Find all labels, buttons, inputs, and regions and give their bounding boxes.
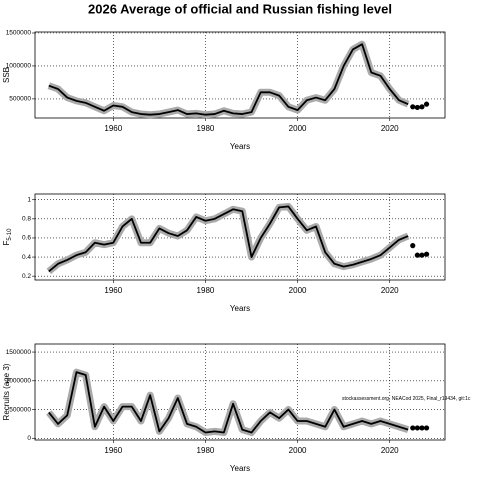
y-tick-label: 500000 — [9, 96, 31, 103]
projection-point — [414, 104, 420, 111]
figure-title: 2026 Average of official and Russian fis… — [88, 1, 392, 16]
panel: 1960 1980 2000 2020 500000 1000000 1500000 Year… — [2, 30, 446, 151]
x-tick-label: 2020 — [381, 124, 399, 133]
x-tick-label: 1960 — [104, 446, 122, 455]
projection-point — [410, 104, 416, 110]
panel: 1960 1980 2000 2020 0 500000 1000000 1500000 Yea… — [2, 343, 471, 473]
y-axis-label: Recruits (age 3) — [2, 363, 11, 420]
projection-point — [419, 425, 425, 431]
y-tick-label: 1000000 — [6, 63, 32, 70]
projection-point — [410, 425, 416, 431]
series-band — [46, 202, 410, 275]
y-axis-label-main: Recruits (age 3) — [2, 363, 11, 420]
y-axis-label-main: F — [2, 240, 11, 245]
y-axis-label-main: SSB — [2, 67, 11, 83]
series-line — [48, 43, 409, 116]
projection-point — [414, 252, 420, 258]
y-tick-label: 1000000 — [6, 378, 32, 385]
projection-point — [423, 425, 430, 431]
x-tick-label: 2020 — [381, 286, 399, 295]
projection-point — [410, 243, 416, 249]
plot-frame — [34, 193, 446, 281]
x-tick-label: 2020 — [381, 446, 399, 455]
projection-point — [423, 101, 430, 107]
y-tick-label: 1500000 — [6, 349, 32, 356]
y-tick-label: 0.6 — [22, 235, 31, 242]
y-tick-label: 0 — [27, 435, 31, 442]
y-axis-label: F5-10 — [2, 228, 12, 246]
series-line — [48, 205, 409, 273]
x-tick-label: 1980 — [197, 446, 215, 455]
y-axis-label: SSB — [2, 67, 11, 83]
projection-point — [419, 104, 425, 110]
x-axis-label: Years — [230, 304, 250, 313]
y-tick-label: 0.4 — [22, 254, 31, 261]
x-tick-label: 2000 — [289, 446, 307, 455]
series-band — [47, 40, 410, 119]
x-axis-label: Years — [230, 142, 250, 151]
projection-point — [414, 425, 420, 431]
y-axis-label-sub: 5-10 — [7, 228, 13, 241]
x-tick-label: 1960 — [104, 124, 122, 133]
x-tick-label: 2000 — [289, 286, 307, 295]
y-tick-label: 1 — [27, 196, 31, 203]
x-tick-label: 1980 — [197, 286, 215, 295]
x-tick-label: 2000 — [289, 124, 307, 133]
series-line — [48, 371, 409, 434]
projection-point — [419, 252, 425, 258]
y-tick-label: 0.8 — [22, 216, 31, 223]
plot-frame — [34, 31, 446, 119]
panel: 1960 1980 2000 2020 0.2 0.4 0.6 0.8 1 Years F5-10 — [2, 193, 446, 313]
y-tick-label: 500000 — [9, 406, 31, 413]
y-tick-label: 1500000 — [6, 30, 32, 37]
x-tick-label: 1960 — [104, 286, 122, 295]
x-tick-label: 1980 — [197, 124, 215, 133]
annotation: stockassessment.org, NEACod 2025, Final_… — [342, 396, 471, 402]
y-tick-label: 0.2 — [22, 273, 31, 280]
projection-point — [423, 251, 430, 257]
plot-frame — [34, 343, 446, 441]
x-axis-label: Years — [230, 464, 250, 473]
